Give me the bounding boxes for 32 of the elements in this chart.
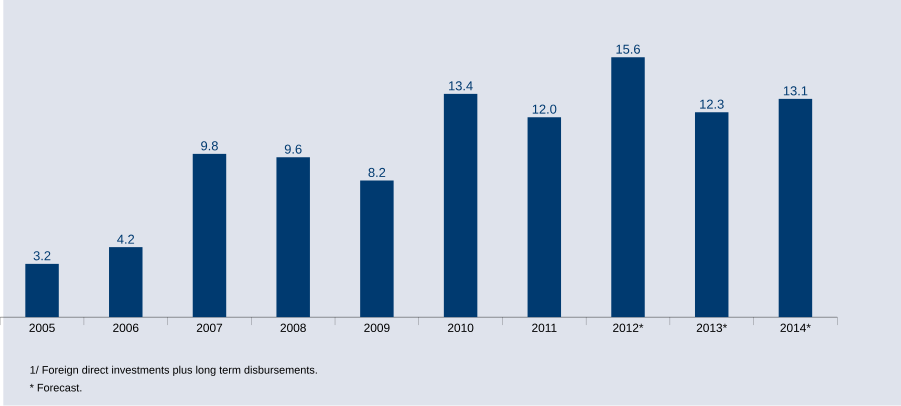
x-tick-label: 2007: [196, 324, 222, 332]
bar: [109, 247, 143, 318]
bar: [778, 99, 812, 318]
x-tick-label: 2005: [29, 324, 55, 332]
x-tick-label: 2012*: [613, 324, 644, 332]
text: 1/ Foreign direct investments plus long term disbursements.: [30, 366, 317, 376]
bar: [276, 157, 310, 318]
bar: [611, 57, 645, 318]
data-label: 4.2: [117, 234, 134, 244]
bar: [192, 154, 226, 318]
x-tick-label: 2011: [532, 324, 556, 332]
data-label: 8.2: [368, 168, 386, 178]
x-tick-label: 2006: [113, 324, 138, 332]
data-label: 12.3: [700, 100, 724, 109]
text: * Forecast.: [30, 384, 82, 392]
x-tick-label: 2013*: [696, 324, 728, 332]
x-tick-label: 2009: [364, 324, 390, 332]
data-label: 12.0: [532, 104, 556, 114]
bar: [25, 264, 59, 318]
data-label: 13.4: [449, 81, 473, 91]
data-label: 3.2: [34, 251, 50, 261]
data-label: 13.1: [784, 86, 808, 96]
data-label: 9.8: [201, 141, 218, 151]
bar: [444, 94, 478, 318]
data-label: 9.6: [284, 144, 302, 154]
bar: [694, 112, 728, 318]
bar: [528, 117, 562, 318]
data-label: 15.6: [616, 44, 640, 54]
x-tick-label: 2014*: [780, 324, 811, 332]
x-tick-label: 2010: [448, 324, 474, 332]
x-tick-label: 2008: [280, 324, 306, 332]
bar: [360, 180, 394, 318]
